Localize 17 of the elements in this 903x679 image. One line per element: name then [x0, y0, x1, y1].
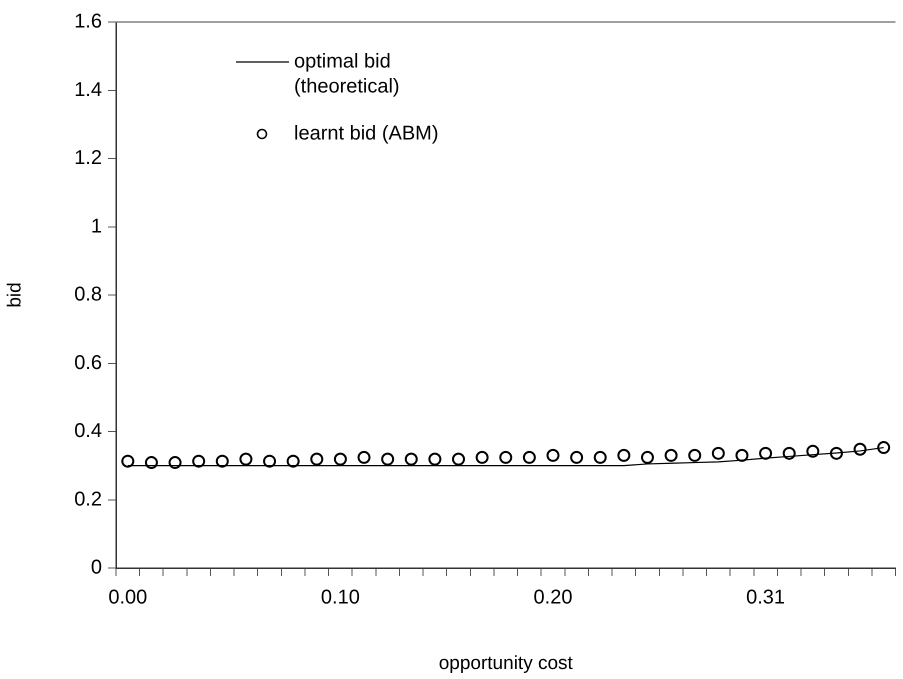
x-tick-label: 0.10 — [320, 586, 360, 609]
x-tick-label: 0.20 — [534, 586, 572, 609]
y-tick-label: 0.4 — [74, 420, 102, 442]
y-tick-label: 0.8 — [74, 284, 102, 306]
y-tick-label: 0 — [90, 556, 102, 579]
y-tick-label: 1.6 — [74, 10, 102, 33]
legend-label: optimal bid (theoretical) — [294, 50, 400, 98]
x-tick-label: 0.31 — [746, 586, 786, 609]
y-tick-label: 1.2 — [74, 147, 102, 170]
x-axis-title: opportunity cost — [438, 652, 574, 674]
y-tick-label: 1.4 — [74, 78, 102, 101]
y-tick-label: 0.2 — [74, 488, 102, 510]
x-tick-label: 0.00 — [108, 586, 148, 609]
y-tick-label: 0.6 — [74, 352, 102, 374]
y-tick-label: 1 — [90, 215, 102, 238]
legend-label: learnt bid (ABM) — [294, 122, 438, 145]
y-axis-title: bid — [4, 282, 26, 308]
